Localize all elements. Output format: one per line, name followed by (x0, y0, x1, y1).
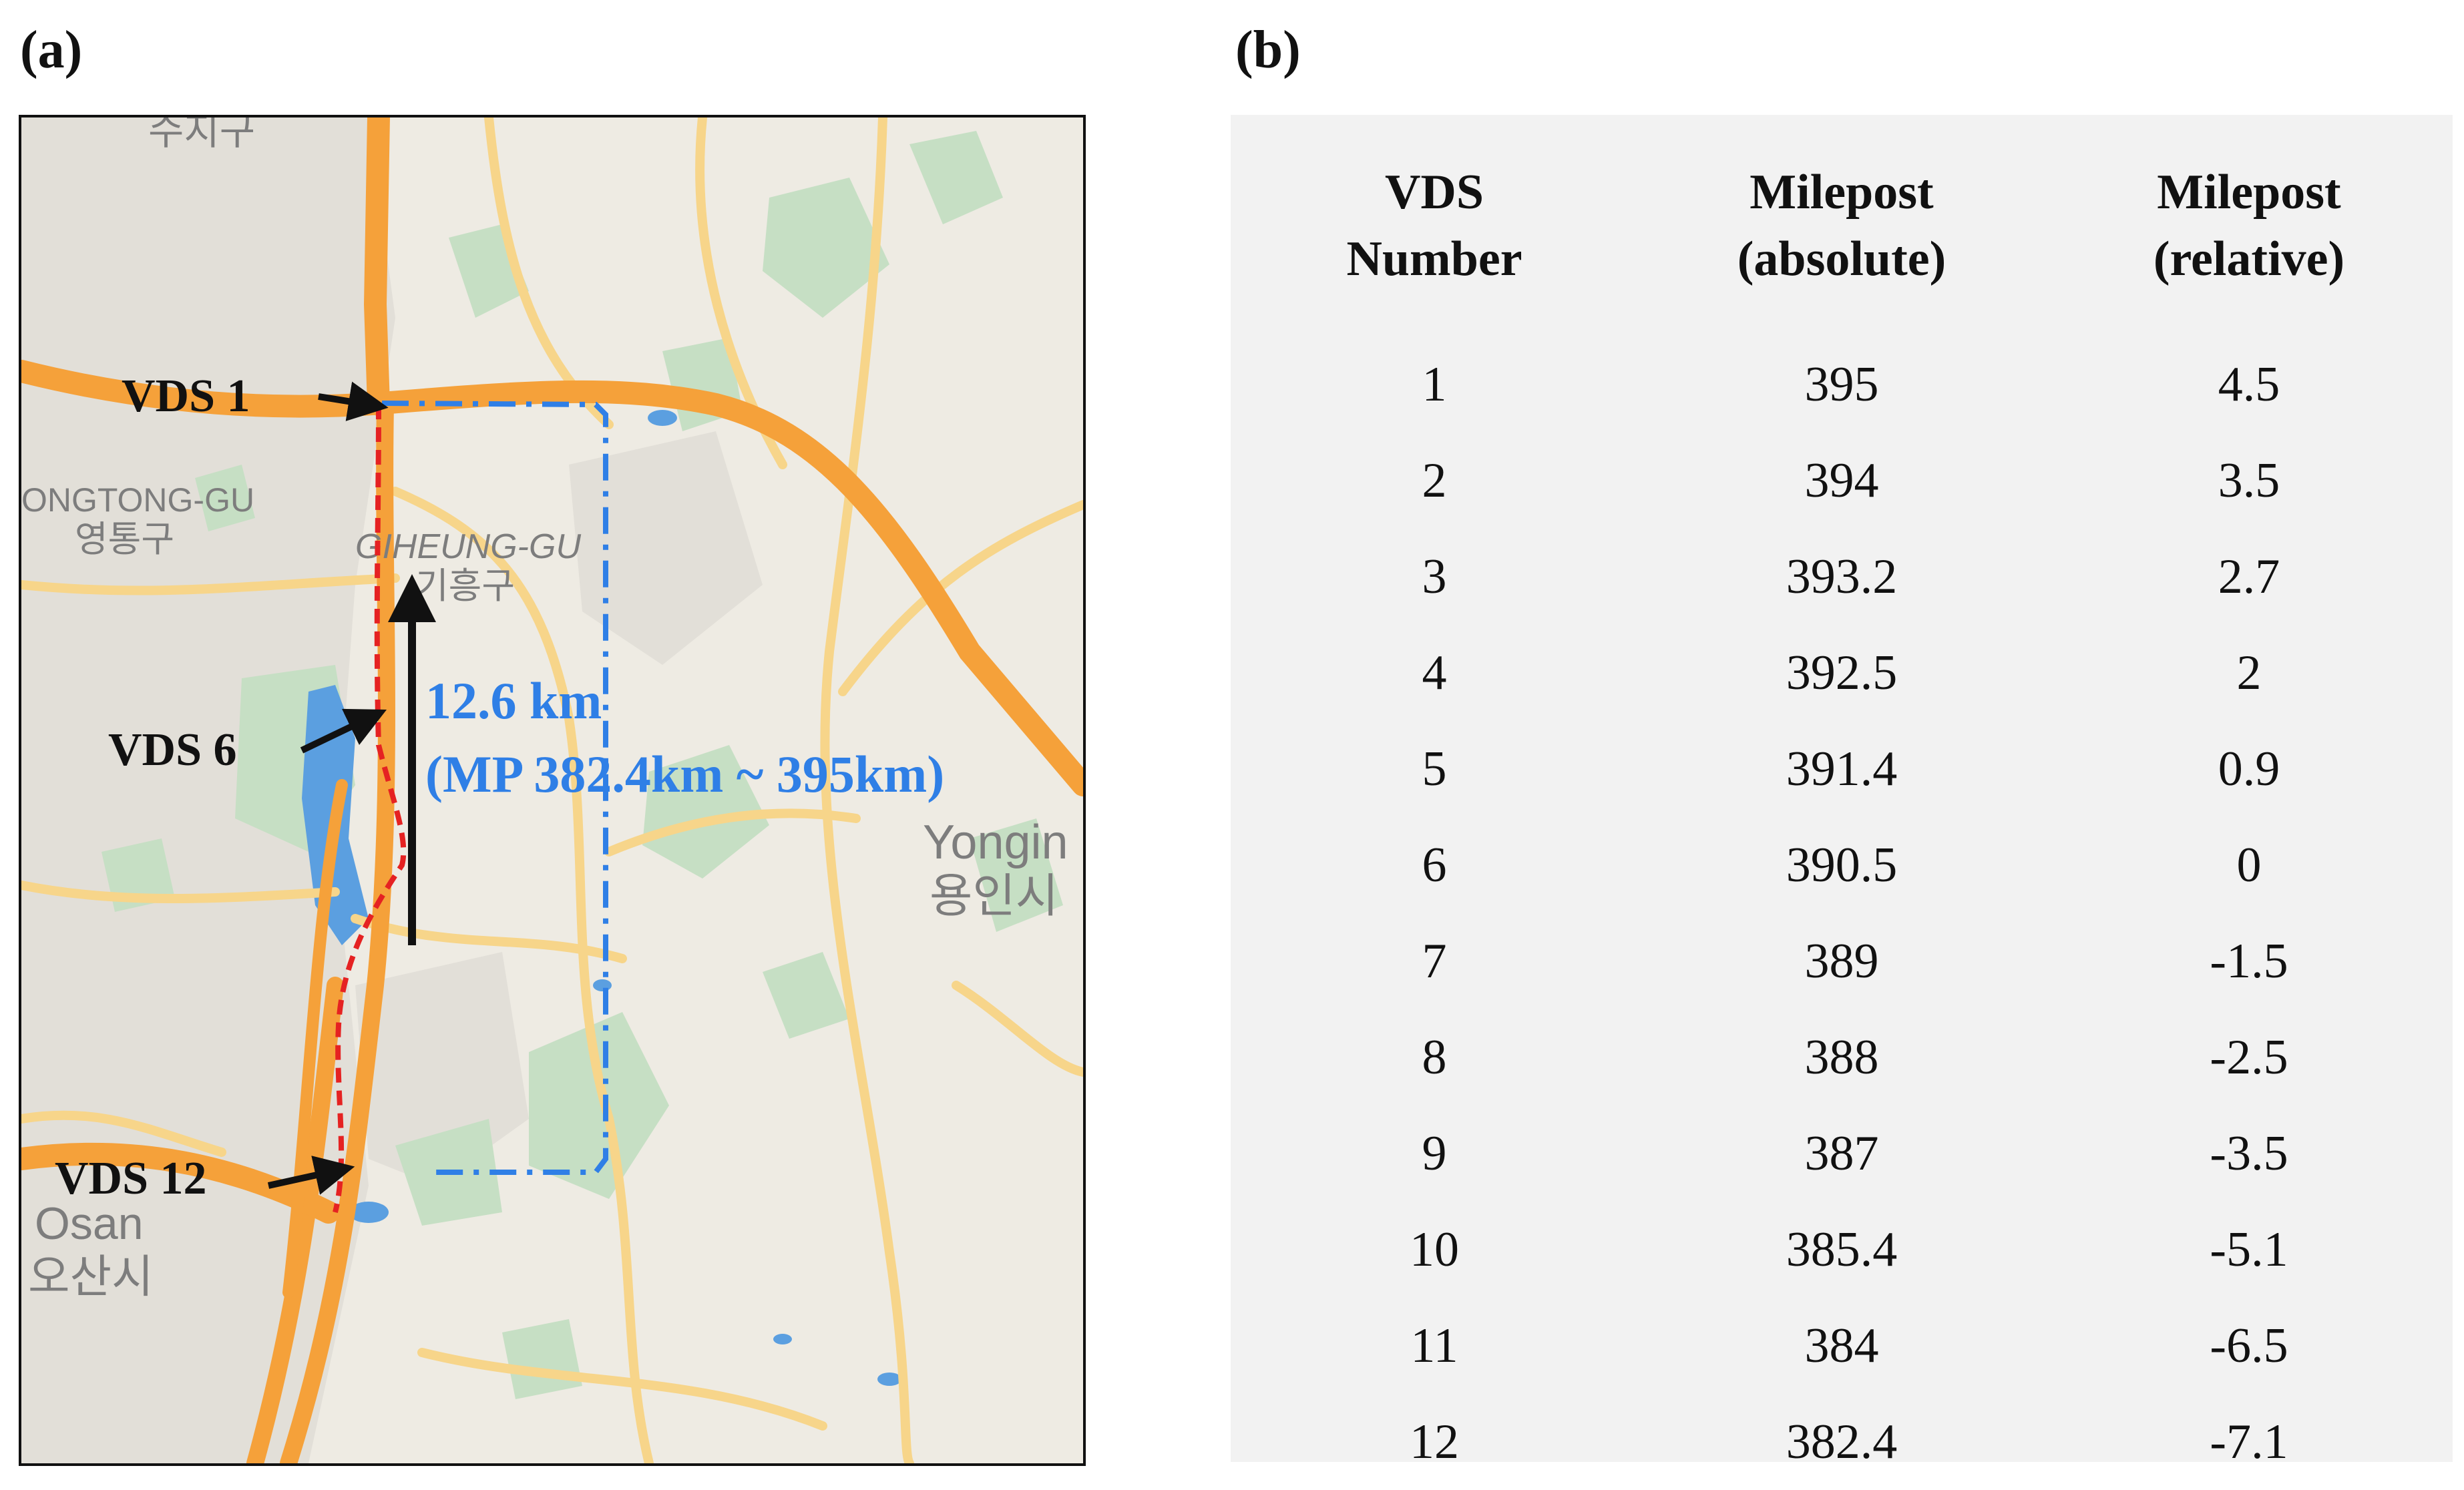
cell-vds-number: 8 (1422, 1029, 1447, 1085)
cell-milepost-absolute: 389 (1804, 933, 1879, 989)
vds12-arrow (267, 1156, 355, 1195)
cell-milepost-absolute: 387 (1804, 1126, 1879, 1181)
cell-vds-number: 6 (1422, 837, 1447, 893)
cell-milepost-relative: -5.1 (2210, 1222, 2288, 1277)
distance-label: 12.6 km (425, 672, 602, 730)
header-line: Milepost (2157, 165, 2341, 220)
cell-vds-number: 7 (1422, 933, 1447, 989)
vds-table-panel: VDS Number Milepost (absolute) Milepost … (1231, 115, 2453, 1469)
cell-milepost-relative: -6.5 (2210, 1318, 2288, 1373)
panel-b-label: (b) (1235, 21, 1301, 79)
place-osan-en: Osan (35, 1198, 144, 1249)
cell-vds-number: 2 (1422, 453, 1447, 508)
table-row: 5 391.4 0.9 (1231, 721, 2453, 817)
cell-milepost-relative: -3.5 (2210, 1126, 2288, 1181)
cell-milepost-relative: 2.7 (2218, 549, 2280, 604)
cell-milepost-relative: -2.5 (2210, 1029, 2288, 1085)
cell-milepost-absolute: 393.2 (1786, 549, 1898, 604)
highways (21, 117, 1083, 1463)
cell-milepost-absolute: 390.5 (1786, 837, 1898, 893)
study-route-line (333, 404, 407, 1213)
minor-roads (21, 117, 1083, 1463)
cell-milepost-absolute: 392.5 (1786, 645, 1898, 700)
milepost-range-label: (MP 382.4km ~ 395km) (425, 745, 944, 803)
cell-vds-number: 9 (1422, 1126, 1447, 1181)
place-yeongtong-en: ONGTONG-GU (21, 481, 254, 519)
cell-milepost-relative: 3.5 (2218, 453, 2280, 508)
table-body: 1 395 4.5 2 394 3.5 3 393.2 2.7 4 392.5 2 5 391.4 0.9 6… (1231, 336, 2453, 1490)
place-yongin-kr: 용인시 (930, 870, 1058, 922)
cell-vds-number: 3 (1422, 549, 1447, 604)
place-giheung-en: GIHEUNG-GU (355, 527, 581, 566)
cell-vds-number: 4 (1422, 645, 1447, 700)
cell-milepost-absolute: 391.4 (1786, 741, 1898, 796)
header-line: (absolute) (1737, 232, 1946, 286)
table-row: 9 387 -3.5 (1231, 1105, 2453, 1202)
cell-vds-number: 5 (1422, 741, 1447, 796)
cell-vds-number: 10 (1410, 1222, 1459, 1277)
place-suji-gu: 수지구 (148, 117, 255, 153)
place-yeongtong-kr: 영통구 (75, 519, 174, 559)
cell-milepost-relative: -7.1 (2210, 1414, 2288, 1469)
vds6-label: VDS 6 (108, 724, 237, 776)
place-yongin-en: Yongin (923, 816, 1068, 869)
cell-milepost-relative: 4.5 (2218, 356, 2280, 412)
cell-milepost-relative: 2 (2236, 645, 2262, 700)
cell-milepost-relative: 0.9 (2218, 741, 2280, 796)
place-osan-kr: 오산시 (28, 1252, 154, 1302)
header-line: (relative) (2153, 232, 2345, 286)
table-row: 8 388 -2.5 (1231, 1009, 2453, 1105)
map-canvas[interactable]: 수지구 ONGTONG-GU 영통구 GIHEUNG-GU 기흥구 Yongin… (21, 117, 1083, 1463)
vds1-label: VDS 1 (122, 370, 250, 422)
cell-milepost-absolute: 395 (1804, 356, 1879, 412)
place-giheung-kr: 기흥구 (415, 566, 515, 606)
cell-milepost-absolute: 388 (1804, 1029, 1879, 1085)
header-vds-number: VDS Number (1231, 115, 1638, 336)
table-row: 6 390.5 0 (1231, 817, 2453, 913)
vds1-arrow (318, 381, 389, 421)
table-row: 12 382.4 -7.1 (1231, 1394, 2453, 1490)
table-row: 7 389 -1.5 (1231, 913, 2453, 1009)
cell-vds-number: 11 (1410, 1318, 1458, 1373)
vds12-label: VDS 12 (55, 1153, 207, 1204)
table-row: 2 394 3.5 (1231, 433, 2453, 529)
table-row: 11 384 -6.5 (1231, 1298, 2453, 1394)
table-row: 1 395 4.5 (1231, 336, 2453, 433)
header-line: VDS (1384, 165, 1484, 220)
corridor-bracket (381, 401, 608, 1175)
vds-milepost-table: VDS Number Milepost (absolute) Milepost … (1231, 115, 2453, 1490)
table-row: 4 392.5 2 (1231, 625, 2453, 721)
panel-a-label: (a) (20, 21, 83, 79)
cell-milepost-absolute: 385.4 (1786, 1222, 1898, 1277)
cell-vds-number: 1 (1422, 356, 1447, 412)
table-row: 10 385.4 -5.1 (1231, 1202, 2453, 1298)
table-header-row: VDS Number Milepost (absolute) Milepost … (1231, 115, 2453, 336)
header-line: Number (1346, 232, 1522, 286)
cell-vds-number: 12 (1410, 1414, 1459, 1469)
vds6-arrow (300, 708, 387, 754)
table-row: 3 393.2 2.7 (1231, 529, 2453, 625)
cell-milepost-relative: -1.5 (2210, 933, 2288, 989)
cell-milepost-absolute: 394 (1804, 453, 1879, 508)
cell-milepost-absolute: 382.4 (1786, 1414, 1898, 1469)
cell-milepost-relative: 0 (2236, 837, 2262, 893)
header-milepost-absolute: Milepost (absolute) (1638, 115, 2045, 336)
map-panel[interactable]: 수지구 ONGTONG-GU 영통구 GIHEUNG-GU 기흥구 Yongin… (19, 115, 1086, 1466)
header-line: Milepost (1750, 165, 1934, 220)
cell-milepost-absolute: 384 (1804, 1318, 1879, 1373)
header-milepost-relative: Milepost (relative) (2045, 115, 2453, 336)
